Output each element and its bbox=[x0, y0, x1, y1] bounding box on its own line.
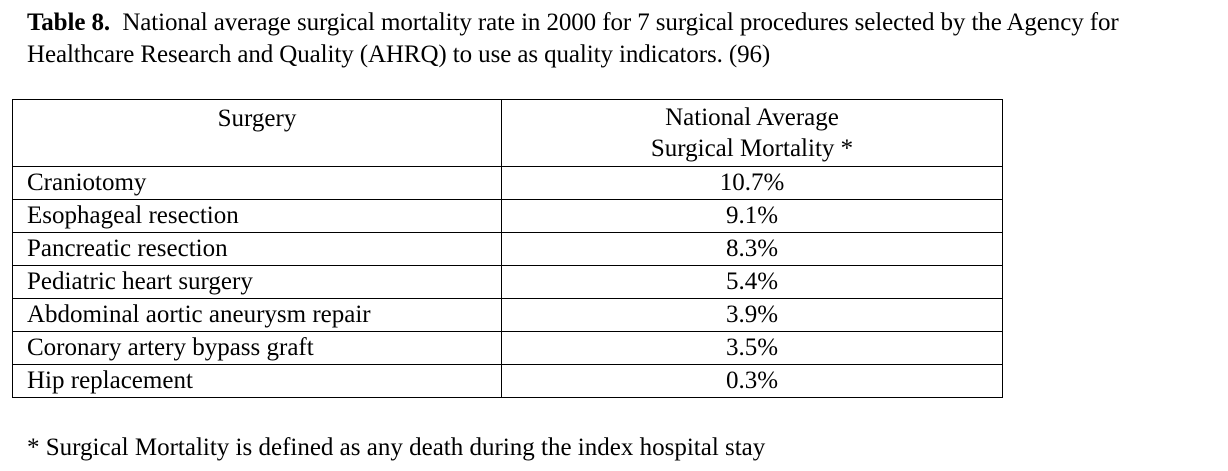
mortality-cell: 0.3% bbox=[501, 364, 1003, 398]
table-row: Hip replacement 0.3% bbox=[12, 364, 1003, 398]
table-row: Pediatric heart surgery 5.4% bbox=[12, 265, 1003, 299]
surgery-cell: Pancreatic resection bbox=[12, 232, 502, 266]
surgery-cell: Coronary artery bypass graft bbox=[12, 331, 502, 365]
mortality-column-header: National Average Surgical Mortality * bbox=[501, 99, 1003, 167]
mortality-cell: 5.4% bbox=[501, 265, 1003, 299]
mortality-cell: 8.3% bbox=[501, 232, 1003, 266]
table-row: Abdominal aortic aneurysm repair 3.9% bbox=[12, 298, 1003, 332]
table-row: Coronary artery bypass graft 3.5% bbox=[12, 331, 1003, 365]
surgery-cell: Esophageal resection bbox=[12, 199, 502, 233]
mortality-header-line2: Surgical Mortality * bbox=[650, 135, 854, 162]
mortality-cell: 3.9% bbox=[501, 298, 1003, 332]
header-row: Surgery National Average Surgical Mortali… bbox=[12, 99, 1003, 167]
caption-label: Table 8. bbox=[27, 9, 111, 36]
mortality-header-line1: National Average bbox=[665, 104, 839, 131]
table-row: Esophageal resection 9.1% bbox=[12, 199, 1003, 233]
surgery-cell: Abdominal aortic aneurysm repair bbox=[12, 298, 502, 332]
table-footnote: * Surgical Mortality is defined as any d… bbox=[27, 434, 766, 461]
mortality-cell: 9.1% bbox=[501, 199, 1003, 233]
surgery-column-header: Surgery bbox=[12, 99, 502, 167]
table-caption: Table 8. National average surgical morta… bbox=[27, 7, 1222, 71]
mortality-cell: 3.5% bbox=[501, 331, 1003, 365]
caption-text: National average surgical mortality rate… bbox=[27, 9, 1119, 68]
surgery-header-text: Surgery bbox=[217, 105, 297, 132]
mortality-table: Surgery National Average Surgical Mortali… bbox=[12, 99, 1003, 398]
surgery-cell: Pediatric heart surgery bbox=[12, 265, 502, 299]
table-row: Craniotomy 10.7% bbox=[12, 166, 1003, 200]
surgery-cell: Hip replacement bbox=[12, 364, 502, 398]
mortality-cell: 10.7% bbox=[501, 166, 1003, 200]
surgery-cell: Craniotomy bbox=[12, 166, 502, 200]
table-row: Pancreatic resection 8.3% bbox=[12, 232, 1003, 266]
